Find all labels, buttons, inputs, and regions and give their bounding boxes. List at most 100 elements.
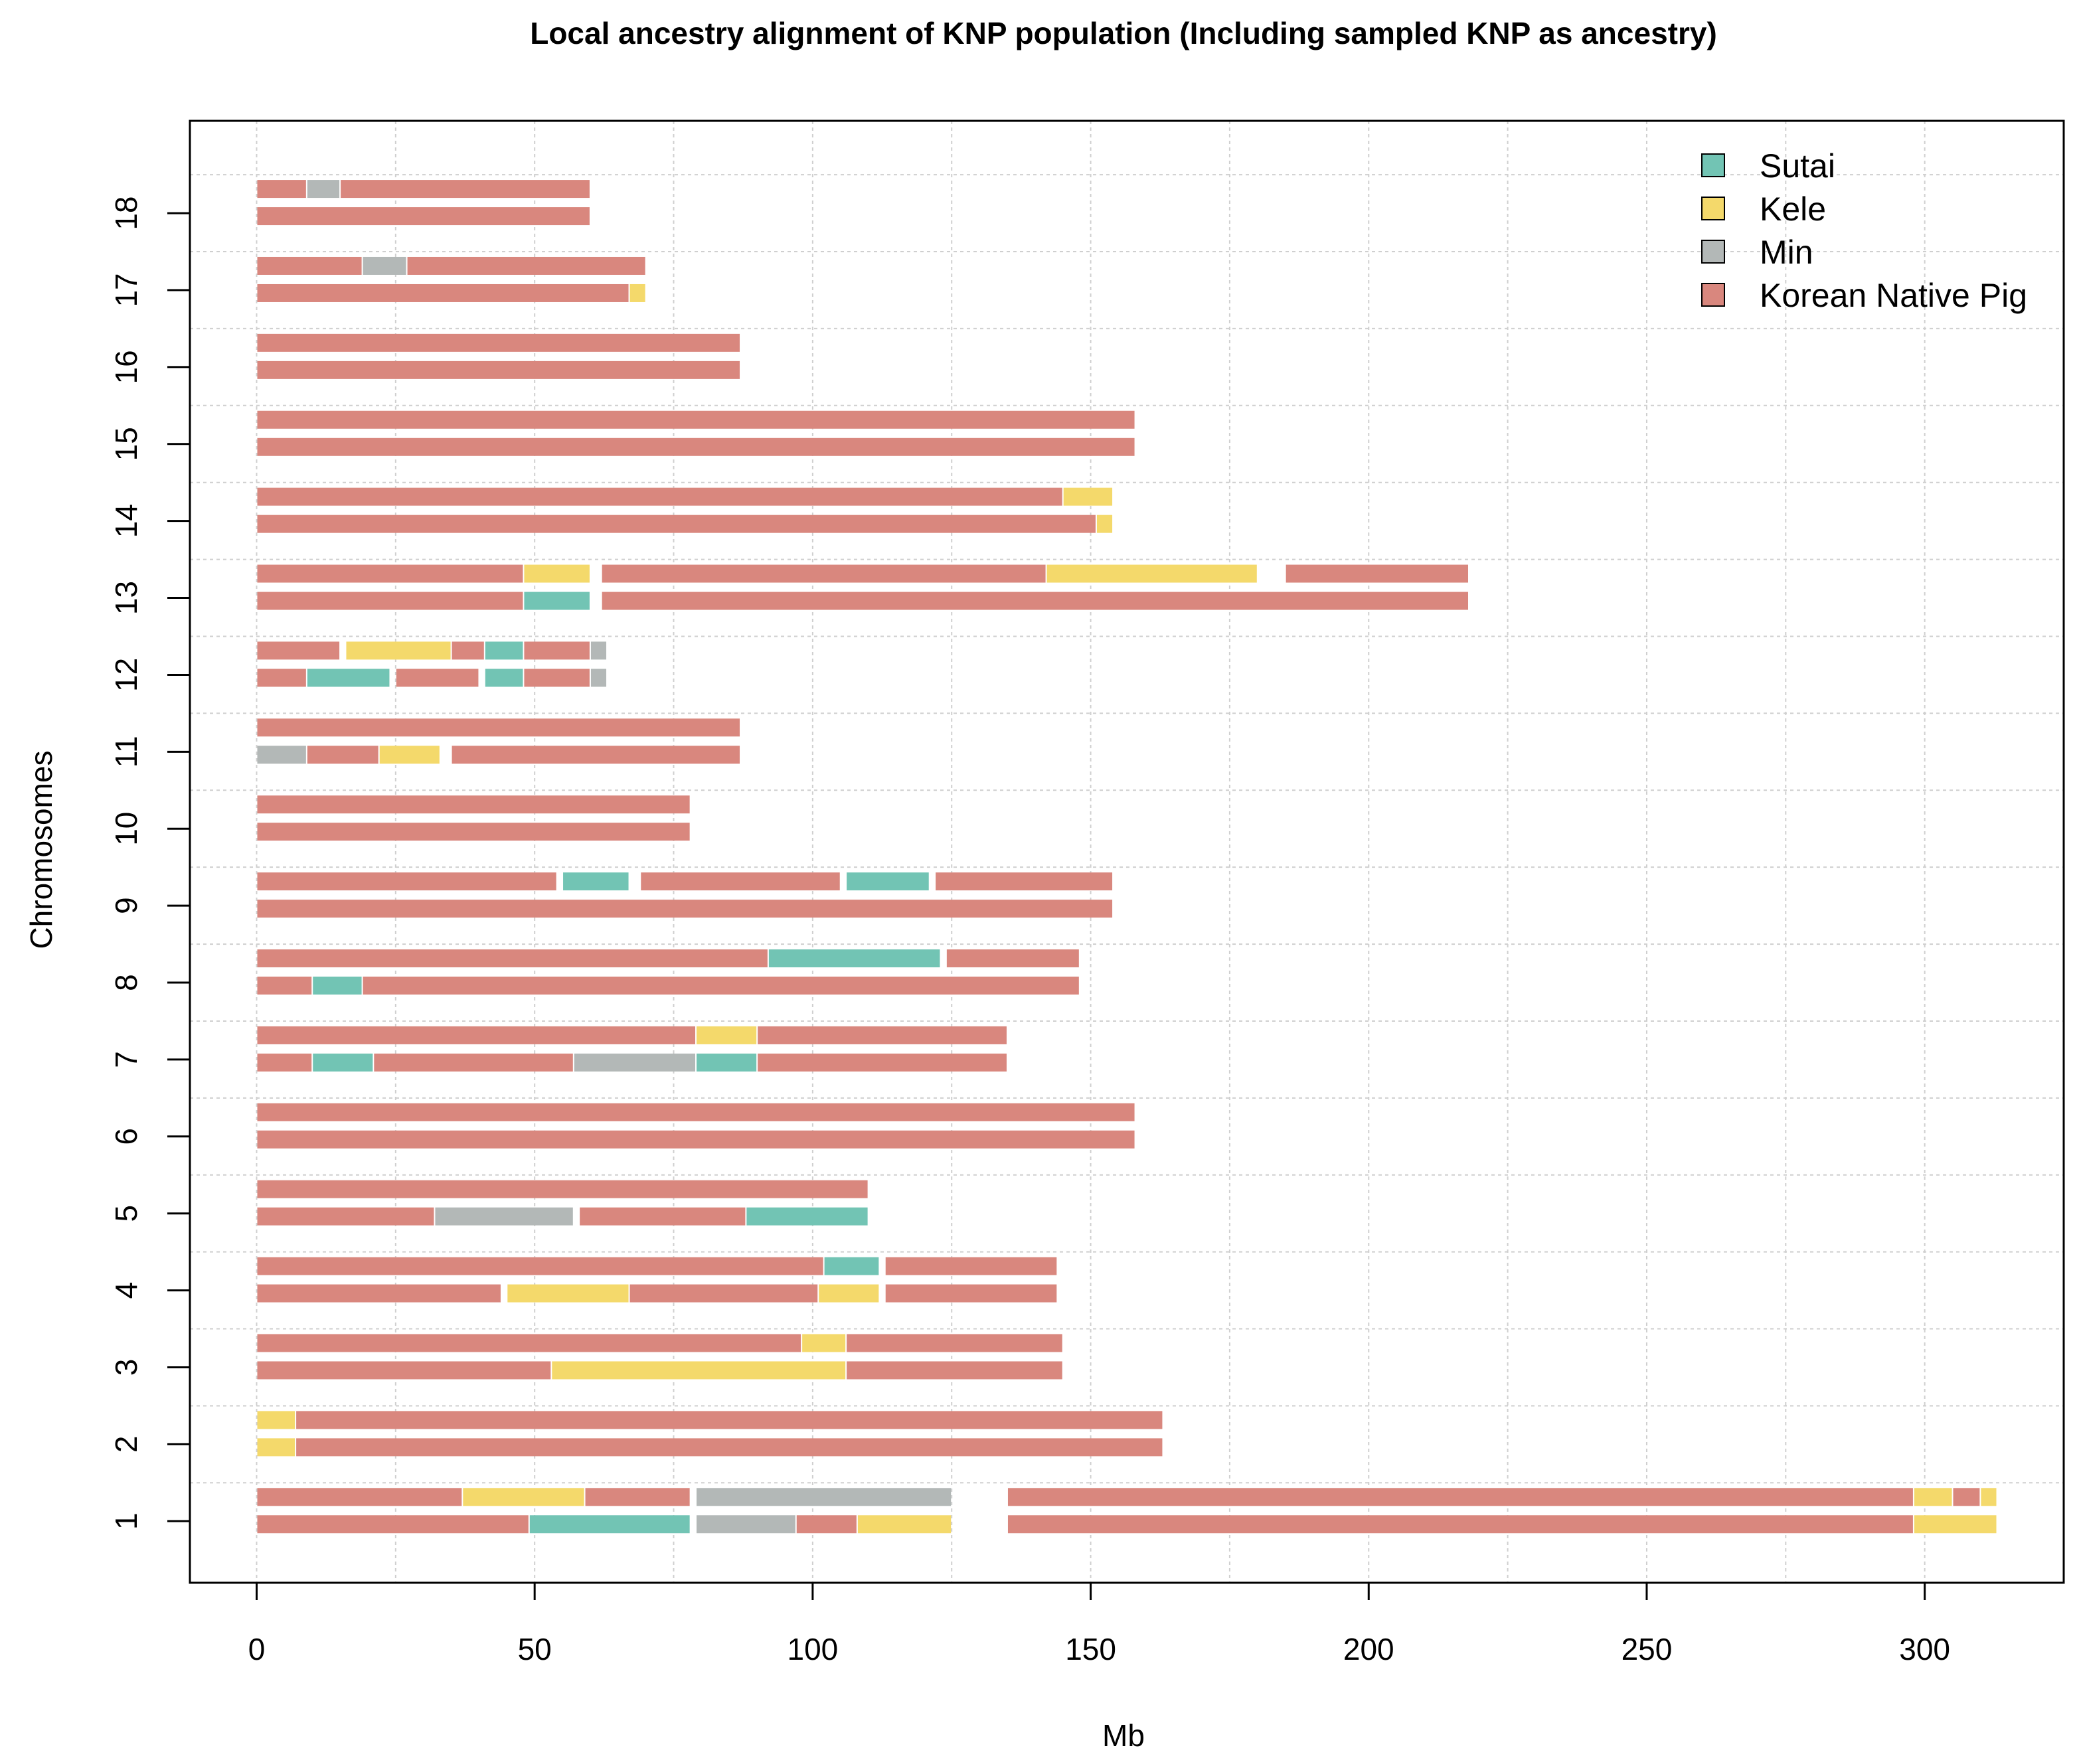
legend-swatch (1701, 197, 1725, 220)
haplotype-bars (257, 180, 1997, 1534)
segment-chr13-hap2-korean-native-pig (257, 592, 523, 610)
segment-chr15-hap1-korean-native-pig (257, 410, 1135, 429)
segment-chr12-hap1-kele (346, 641, 451, 660)
segment-chr18-hap1-min (307, 180, 340, 199)
grid-lines (190, 121, 2064, 1583)
legend-entry-label: Korean Native Pig (1760, 277, 2027, 314)
segment-chr5-hap2-min (435, 1207, 573, 1226)
segment-chr1-hap1-min (697, 1488, 952, 1506)
segment-chr12-hap1-korean-native-pig (524, 641, 590, 660)
segment-chr13-hap1-korean-native-pig (1286, 564, 1468, 583)
segment-chr12-hap2-sutai (485, 669, 523, 687)
y-axis-label: Chromosomes (24, 750, 58, 949)
segment-chr2-hap1-kele (257, 1411, 295, 1429)
segment-chr1-hap2-kele (1914, 1515, 1997, 1534)
y-tick-label: 12 (109, 658, 143, 692)
segment-chr2-hap2-korean-native-pig (296, 1438, 1163, 1457)
y-tick-label: 13 (109, 581, 143, 615)
y-tick-label: 9 (109, 897, 143, 914)
y-tick-label: 11 (109, 736, 143, 767)
segment-chr11-hap2-korean-native-pig (452, 746, 740, 764)
segment-chr2-hap2-kele (257, 1438, 295, 1457)
segment-chr9-hap1-korean-native-pig (936, 872, 1113, 891)
y-tick-label: 4 (109, 1282, 143, 1299)
y-tick-label: 1 (109, 1512, 143, 1530)
segment-chr11-hap1-korean-native-pig (257, 718, 740, 737)
segment-chr5-hap2-korean-native-pig (580, 1207, 746, 1226)
segment-chr18-hap2-korean-native-pig (257, 207, 590, 226)
segment-chr7-hap2-korean-native-pig (257, 1053, 312, 1072)
segment-chr5-hap2-sutai (746, 1207, 868, 1226)
segment-chr8-hap2-korean-native-pig (257, 977, 312, 995)
segment-chr7-hap2-sutai (697, 1053, 757, 1072)
segment-chr4-hap1-korean-native-pig (885, 1257, 1057, 1275)
segment-chr6-hap2-korean-native-pig (257, 1130, 1135, 1149)
y-tick-label: 3 (109, 1359, 143, 1376)
y-tick-label: 17 (109, 273, 143, 307)
segment-chr16-hap2-korean-native-pig (257, 361, 740, 379)
segment-chr13-hap2-korean-native-pig (602, 592, 1468, 610)
x-tick-label: 100 (788, 1632, 839, 1666)
segment-chr14-hap2-korean-native-pig (257, 515, 1096, 533)
segment-chr1-hap2-kele (857, 1515, 952, 1534)
y-tick-label: 14 (109, 504, 143, 538)
segment-chr17-hap1-korean-native-pig (407, 256, 645, 275)
segment-chr16-hap1-korean-native-pig (257, 333, 740, 352)
segment-chr3-hap1-kele (802, 1334, 846, 1352)
segment-chr8-hap2-sutai (313, 977, 362, 995)
segment-chr3-hap2-korean-native-pig (847, 1361, 1062, 1380)
y-tick-label: 7 (109, 1051, 143, 1068)
segment-chr4-hap2-korean-native-pig (885, 1284, 1057, 1303)
segment-chr12-hap1-korean-native-pig (452, 641, 484, 660)
segment-chr3-hap2-kele (552, 1361, 846, 1380)
segment-chr4-hap1-sutai (824, 1257, 879, 1275)
segment-chr5-hap2-korean-native-pig (257, 1207, 434, 1226)
segment-chr13-hap1-kele (1046, 564, 1257, 583)
segment-chr17-hap2-korean-native-pig (257, 283, 629, 302)
segment-chr11-hap2-min (257, 746, 306, 764)
y-tick-label: 6 (109, 1128, 143, 1145)
x-tick-label: 0 (248, 1632, 266, 1666)
segment-chr3-hap2-korean-native-pig (257, 1361, 551, 1380)
segment-chr13-hap2-sutai (524, 592, 590, 610)
segment-chr17-hap1-min (363, 256, 406, 275)
segment-chr12-hap2-korean-native-pig (257, 669, 306, 687)
segment-chr1-hap2-korean-native-pig (1007, 1515, 1913, 1534)
segment-chr8-hap1-korean-native-pig (257, 949, 768, 968)
y-tick-label: 5 (109, 1205, 143, 1222)
segment-chr2-hap1-korean-native-pig (296, 1411, 1163, 1429)
segment-chr9-hap1-sutai (847, 872, 929, 891)
segment-chr14-hap2-kele (1096, 515, 1113, 533)
x-tick-label: 300 (1899, 1632, 1950, 1666)
segment-chr4-hap2-korean-native-pig (257, 1284, 501, 1303)
segment-chr8-hap1-sutai (768, 949, 940, 968)
segment-chr12-hap2-korean-native-pig (396, 669, 479, 687)
segment-chr1-hap1-korean-native-pig (1007, 1488, 1913, 1506)
segment-chr13-hap1-korean-native-pig (602, 564, 1046, 583)
segment-chr1-hap1-kele (1981, 1488, 1997, 1506)
y-tick-label: 15 (109, 427, 143, 461)
segment-chr1-hap2-sutai (529, 1515, 690, 1534)
segment-chr3-hap1-korean-native-pig (847, 1334, 1062, 1352)
segment-chr10-hap1-korean-native-pig (257, 795, 690, 814)
segment-chr8-hap1-korean-native-pig (946, 949, 1079, 968)
segment-chr13-hap1-korean-native-pig (257, 564, 523, 583)
legend-entry-label: Sutai (1760, 147, 1835, 185)
x-tick-label: 200 (1343, 1632, 1394, 1666)
segment-chr1-hap1-kele (463, 1488, 584, 1506)
segment-chr18-hap1-korean-native-pig (257, 180, 306, 199)
x-tick-label: 150 (1065, 1632, 1116, 1666)
segment-chr14-hap1-kele (1063, 487, 1113, 506)
segment-chr6-hap1-korean-native-pig (257, 1103, 1135, 1121)
segment-chr12-hap2-min (590, 669, 607, 687)
segment-chr4-hap2-kele (507, 1284, 629, 1303)
segment-chr1-hap1-korean-native-pig (1953, 1488, 1980, 1506)
segment-chr17-hap2-kele (629, 283, 645, 302)
segment-chr17-hap1-korean-native-pig (257, 256, 362, 275)
segment-chr1-hap2-korean-native-pig (796, 1515, 857, 1534)
x-tick-label: 250 (1622, 1632, 1673, 1666)
segment-chr1-hap1-kele (1914, 1488, 1952, 1506)
segment-chr7-hap2-korean-native-pig (758, 1053, 1007, 1072)
